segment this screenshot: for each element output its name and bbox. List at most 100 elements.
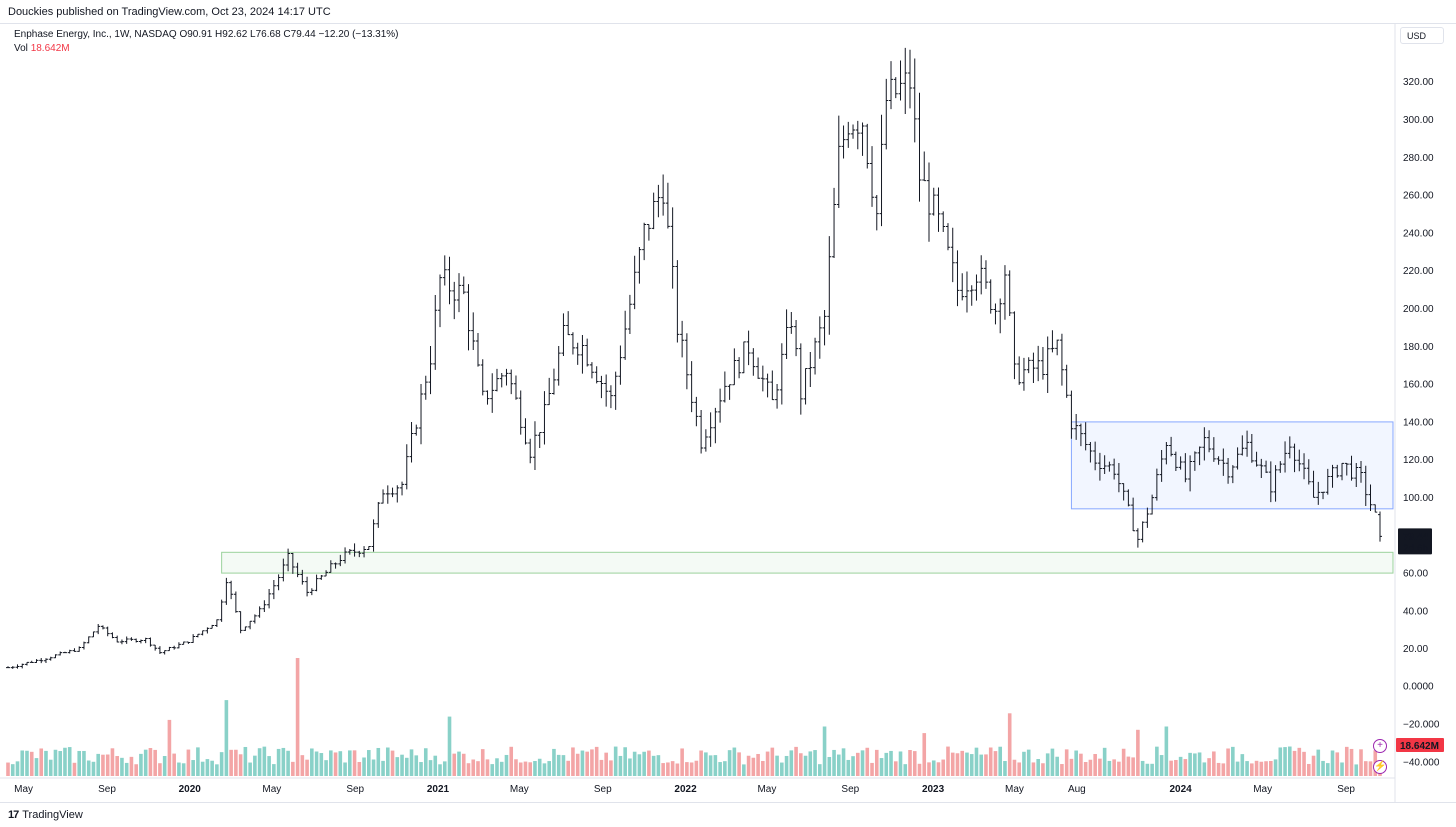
price-bar (1287, 436, 1292, 459)
volume-bar (6, 762, 10, 776)
legend-volume-row: Vol 18.642M (14, 42, 399, 56)
volume-bar (1359, 749, 1363, 776)
price-bar (1064, 364, 1069, 398)
currency-selector[interactable]: USD (1400, 27, 1444, 44)
price-bar (855, 120, 860, 150)
volume-bar (229, 749, 233, 776)
volume-bar (813, 750, 817, 776)
volume-bar (841, 748, 846, 776)
volume-tick-label: −20.000 (1403, 720, 1440, 731)
volume-bar (409, 749, 414, 776)
price-bar (656, 184, 661, 218)
volume-bar (974, 747, 979, 776)
price-bar (457, 273, 462, 313)
volume-bar (642, 751, 646, 776)
price-bar (898, 60, 903, 101)
price-bar (134, 638, 139, 643)
price-bar (1321, 491, 1326, 500)
volume-bar (343, 762, 347, 776)
price-bar (1349, 455, 1354, 481)
volume-bar (580, 750, 585, 776)
volume-bar (818, 764, 822, 776)
price-bar (195, 633, 200, 638)
time-tick-label: Sep (841, 784, 859, 795)
price-bar (229, 580, 234, 600)
price-bar (556, 345, 561, 386)
price-chart[interactable]: 320.00 300.00 280.00 260.00 240.00 220.00 200.… (0, 24, 1456, 802)
price-bar (433, 294, 438, 370)
price-bar (438, 274, 443, 328)
lightning-circle-icon[interactable]: ⚡ (1373, 760, 1387, 774)
price-bar (395, 485, 400, 503)
price-bar (1230, 465, 1235, 484)
volume-bar (67, 747, 72, 776)
volume-bar (855, 752, 860, 776)
volume-bar (139, 753, 143, 776)
price-bar (10, 666, 15, 669)
price-bar (746, 330, 751, 366)
price-bar (737, 357, 742, 379)
volume-bar (666, 762, 670, 776)
volume-bar (1269, 760, 1273, 776)
tradingview-logo-icon: 17 (8, 809, 19, 821)
chart-legend[interactable]: Enphase Energy, Inc., 1W, NASDAQ O90.91 … (14, 28, 399, 56)
price-bar (1126, 489, 1131, 507)
volume-bar (917, 763, 922, 776)
price-bar (1335, 464, 1340, 478)
price-bar (1026, 357, 1031, 374)
price-bar (471, 312, 476, 350)
plus-circle-icon[interactable]: + (1373, 739, 1387, 753)
price-bar (1145, 507, 1150, 528)
volume-bar (965, 752, 969, 776)
price-tick-label: 320.00 (1403, 77, 1434, 88)
volume-bar (376, 747, 381, 776)
volume-bar (1093, 754, 1097, 776)
price-bar (1354, 462, 1359, 487)
volume-bar (423, 748, 428, 776)
volume-bar (1007, 713, 1012, 776)
price-bar (1273, 465, 1278, 502)
price-bar (1211, 437, 1216, 462)
volume-tick-label: −40.000 (1403, 758, 1440, 769)
price-bar (300, 569, 305, 585)
price-bar (176, 642, 181, 649)
price-bar (926, 162, 931, 242)
price-bar (1249, 434, 1254, 463)
price-tick-label: 120.00 (1403, 455, 1434, 466)
volume-bar (950, 752, 955, 776)
volume-bar (305, 759, 309, 776)
volume-bar (1188, 752, 1192, 776)
price-bar (442, 255, 447, 286)
price-bar (1083, 422, 1088, 451)
price-bar (803, 367, 808, 405)
price-bar (1007, 270, 1012, 316)
volume-bar (1036, 759, 1040, 776)
price-bar (167, 646, 172, 652)
volume-bar (1159, 755, 1164, 776)
volume-bar (599, 759, 604, 776)
volume-bar (1045, 753, 1050, 776)
volume-bar (48, 759, 53, 776)
volume-bar (1240, 754, 1245, 776)
price-bar (1302, 453, 1307, 480)
volume-bar (509, 746, 514, 776)
price-bar (846, 121, 851, 148)
price-bar (281, 558, 286, 582)
volume-bar (143, 749, 148, 776)
price-bar (870, 146, 875, 207)
tradingview-brand[interactable]: 17 TradingView (8, 809, 83, 821)
price-bar (983, 260, 988, 289)
price-bar (1359, 460, 1364, 483)
volume-bar (319, 753, 324, 776)
price-bar (789, 312, 794, 334)
price-bar (988, 279, 993, 314)
price-bar (1135, 528, 1140, 548)
price-bar (1055, 339, 1060, 356)
volume-bar (291, 761, 295, 776)
price-bar (917, 92, 922, 202)
volume-bar (851, 756, 855, 776)
volume-bar (1254, 760, 1259, 776)
price-bar (319, 574, 324, 580)
price-bar (252, 614, 257, 624)
volume-bar (1178, 756, 1183, 776)
